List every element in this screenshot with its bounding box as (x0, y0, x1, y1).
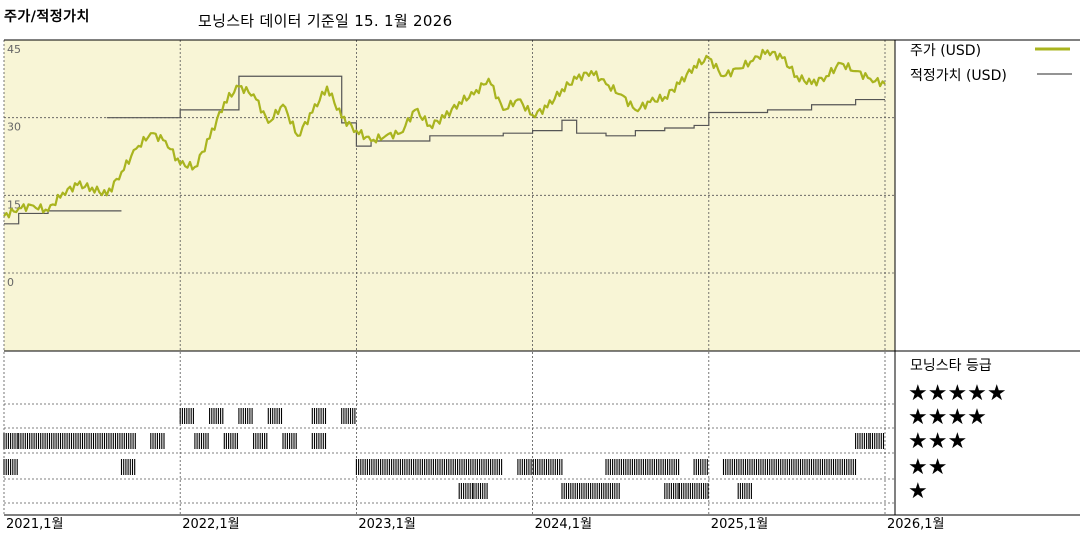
fair-value-series (4, 75, 885, 225)
rating-row-4-stars: ★★★★ (908, 405, 987, 430)
rating-row-2-stars: ★★ (908, 455, 947, 480)
rating-row-1-star: ★ (908, 479, 928, 504)
y-tick-label: 30 (7, 121, 21, 134)
y-tick-label: 45 (7, 43, 21, 56)
rating-bars (3, 408, 885, 499)
x-tick-label: 2021,1월 (6, 517, 63, 532)
x-tick-label: 2022,1월 (182, 517, 239, 532)
data-date-subtitle: 모닝스타 데이터 기준일 15. 1월 2026 (198, 12, 453, 30)
legend-fair-label: 적정가치 (USD) (910, 68, 1007, 84)
x-tick-label: 2026,1월 (887, 517, 944, 532)
fair-value-line (4, 75, 885, 225)
chart-title: 주가/적정가치 (4, 9, 90, 25)
rating-grid (4, 403, 895, 504)
x-tick-label: 2025,1월 (711, 517, 768, 532)
x-tick-label: 2024,1월 (535, 517, 592, 532)
legend-price-label: 주가 (USD) (910, 43, 981, 59)
x-tick-labels: 2021,1월 2022,1월 2023,1월 2024,1월 2025,1월 2026,… (6, 517, 944, 532)
price-line (3, 48, 886, 219)
rating-panel-title: 모닝스타 등급 (910, 358, 992, 374)
rating-row-3-stars: ★★★ (908, 429, 967, 454)
x-tick-label: 2023,1월 (358, 517, 415, 532)
rating-row-5-stars: ★★★★★ (908, 381, 1007, 406)
y-tick-label: 0 (7, 276, 14, 289)
price-series (3, 48, 886, 219)
